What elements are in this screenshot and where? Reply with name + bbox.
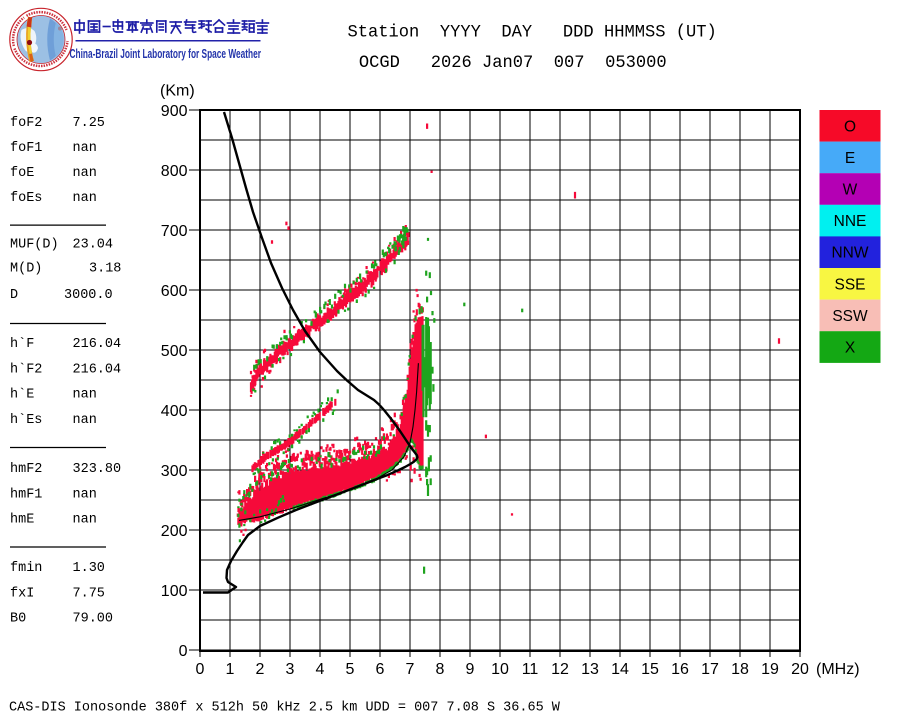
svg-text:800: 800 xyxy=(161,163,188,180)
svg-text:323.80: 323.80 xyxy=(73,462,122,477)
svg-text:17: 17 xyxy=(701,661,719,678)
svg-text:D: D xyxy=(10,288,18,303)
svg-text:9: 9 xyxy=(466,661,475,678)
svg-text:3: 3 xyxy=(286,661,295,678)
svg-text:12: 12 xyxy=(551,661,569,678)
svg-text:216.04: 216.04 xyxy=(73,363,122,378)
svg-text:300: 300 xyxy=(161,463,188,480)
svg-text:6: 6 xyxy=(376,661,385,678)
svg-text:nan: nan xyxy=(73,513,97,528)
svg-text:7: 7 xyxy=(406,661,415,678)
svg-text:hmF1: hmF1 xyxy=(10,488,42,503)
svg-text:nan: nan xyxy=(73,191,97,206)
svg-text:18: 18 xyxy=(731,661,749,678)
svg-text:B0: B0 xyxy=(10,612,26,627)
svg-text:23.04: 23.04 xyxy=(73,238,114,253)
svg-text:11: 11 xyxy=(522,661,539,678)
svg-text:0: 0 xyxy=(179,643,188,660)
svg-text:nan: nan xyxy=(73,388,97,403)
svg-text:fmin: fmin xyxy=(10,561,42,576)
svg-text:700: 700 xyxy=(161,223,188,240)
svg-text:M(D): M(D) xyxy=(10,262,42,277)
svg-text:15: 15 xyxy=(641,661,659,678)
svg-text:hmE: hmE xyxy=(10,513,34,528)
svg-text:MUF(D): MUF(D) xyxy=(10,238,59,253)
svg-text:foEs: foEs xyxy=(10,191,42,206)
svg-text:hmF2: hmF2 xyxy=(10,462,42,477)
svg-text:fxI: fxI xyxy=(10,587,34,602)
svg-text:16: 16 xyxy=(671,661,689,678)
svg-text:W: W xyxy=(843,182,858,199)
svg-text:1.30: 1.30 xyxy=(73,561,105,576)
svg-text:h`Es: h`Es xyxy=(10,413,42,428)
svg-text:Station YYYY DAY DDD HHMMS: Station YYYY DAY DDD HHMMSS (UT) xyxy=(348,23,717,42)
svg-text:7.25: 7.25 xyxy=(73,116,105,131)
svg-text:10: 10 xyxy=(491,661,509,678)
svg-text:SSW: SSW xyxy=(832,308,868,325)
svg-text:7.75: 7.75 xyxy=(73,587,105,602)
svg-text:NNW: NNW xyxy=(831,245,868,262)
svg-text:2: 2 xyxy=(256,661,265,678)
svg-text:X: X xyxy=(845,340,856,357)
svg-text:nan: nan xyxy=(73,413,97,428)
svg-text:nan: nan xyxy=(73,488,97,503)
svg-text:0: 0 xyxy=(196,661,205,678)
svg-text:100: 100 xyxy=(161,583,188,600)
svg-text:19: 19 xyxy=(761,661,779,678)
svg-text:13: 13 xyxy=(581,661,599,678)
svg-text:3000.0: 3000.0 xyxy=(64,288,113,303)
svg-text:20: 20 xyxy=(791,661,809,678)
svg-text:3.18: 3.18 xyxy=(89,262,121,277)
svg-text:200: 200 xyxy=(161,523,188,540)
svg-text:79.00: 79.00 xyxy=(73,612,114,627)
svg-text:nan: nan xyxy=(73,166,97,181)
svg-text:nan: nan xyxy=(73,141,97,156)
svg-text:900: 900 xyxy=(161,103,188,120)
svg-text:China-Brazil Joint Laboratory: China-Brazil Joint Laboratory for Space … xyxy=(70,47,262,61)
svg-text:h`F: h`F xyxy=(10,337,34,352)
svg-text:NNE: NNE xyxy=(834,213,867,230)
svg-text:216.04: 216.04 xyxy=(73,337,122,352)
svg-text:SSE: SSE xyxy=(834,276,865,293)
svg-text:5: 5 xyxy=(346,661,355,678)
svg-text:(Km): (Km) xyxy=(160,82,195,99)
svg-text:1: 1 xyxy=(226,661,235,678)
svg-text:O: O xyxy=(844,118,856,135)
svg-text:CAS-DIS Ionosonde 380f x 512h: CAS-DIS Ionosonde 380f x 512h 50 kHz 2.5… xyxy=(9,701,561,716)
svg-text:OCGD 2026 Jan07 007 053000: OCGD 2026 Jan07 007 053000 xyxy=(359,54,667,73)
svg-text:400: 400 xyxy=(161,403,188,420)
svg-text:E: E xyxy=(845,150,855,167)
svg-text:8: 8 xyxy=(436,661,445,678)
svg-text:4: 4 xyxy=(316,661,325,678)
svg-text:foE: foE xyxy=(10,166,34,181)
svg-text:(MHz): (MHz) xyxy=(816,661,860,678)
svg-text:foF1: foF1 xyxy=(10,141,42,156)
svg-text:14: 14 xyxy=(611,661,629,678)
svg-text:foF2: foF2 xyxy=(10,116,42,131)
svg-text:h`F2: h`F2 xyxy=(10,363,42,378)
svg-text:500: 500 xyxy=(161,343,188,360)
svg-text:h`E: h`E xyxy=(10,388,34,403)
svg-text:600: 600 xyxy=(161,283,188,300)
